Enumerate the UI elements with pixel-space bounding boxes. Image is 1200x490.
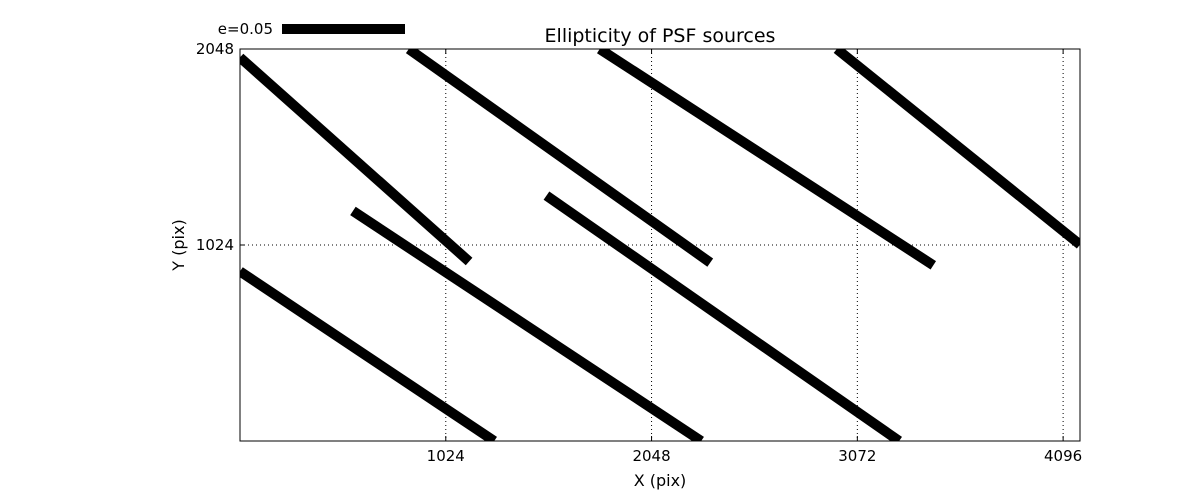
ellipticity-segment — [405, 49, 714, 267]
x-tick-label: 1024 — [427, 447, 465, 465]
y-tick-label: 1024 — [196, 236, 234, 254]
x-tick-label: 4096 — [1044, 447, 1082, 465]
x-tick-label: 3072 — [838, 447, 876, 465]
chart-title: Ellipticity of PSF sources — [545, 25, 776, 47]
ellipticity-segment — [240, 53, 473, 266]
y-axis-label: Y (pix) — [169, 219, 188, 271]
legend-label: e=0.05 — [218, 20, 273, 38]
ellipticity-segment — [240, 267, 497, 441]
x-axis-label: X (pix) — [634, 471, 687, 490]
y-tick-label: 2048 — [196, 40, 234, 58]
ellipticity-segment — [543, 191, 902, 441]
ellipticity-segment — [350, 206, 704, 441]
x-tick-label: 2048 — [632, 447, 670, 465]
axis-ticks: 1024 2048 3072 4096 1024 2048 — [196, 40, 1082, 465]
whisker-segments — [240, 49, 1080, 441]
ellipticity-segment — [596, 49, 937, 270]
ellipticity-segment — [833, 49, 1080, 249]
grid-lines — [240, 49, 1080, 441]
